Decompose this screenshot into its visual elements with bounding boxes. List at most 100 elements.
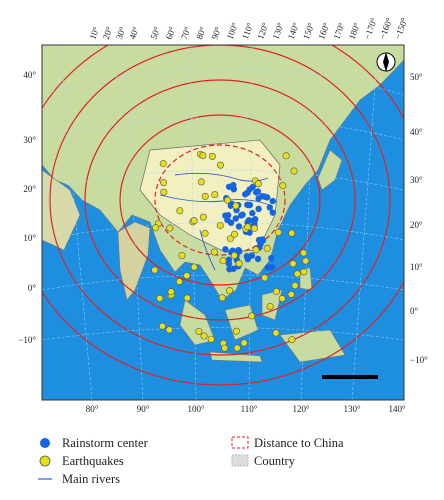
earthquake	[219, 257, 227, 265]
earthquake	[197, 178, 205, 186]
earthquake	[279, 182, 287, 190]
rainstorm-center	[264, 264, 272, 271]
earthquake	[288, 229, 296, 237]
top-tick-label: 110°	[240, 21, 255, 41]
legend-label: Distance to China	[254, 436, 344, 450]
rainstorm-center	[225, 260, 233, 267]
top-tick-label: 10°	[87, 25, 101, 41]
earthquake	[235, 259, 243, 267]
top-tick-label: 80°	[194, 25, 208, 41]
earthquake	[261, 274, 269, 282]
earthquake	[199, 152, 207, 160]
earthquake	[252, 246, 260, 254]
rainstorm-center	[254, 255, 262, 263]
earthquake	[160, 188, 168, 196]
rainstorm-center	[268, 254, 275, 262]
japan	[317, 149, 343, 191]
left-tick-label: 10°	[23, 233, 36, 243]
earthquake	[250, 224, 258, 232]
earthquake	[288, 336, 296, 344]
earthquake	[274, 228, 282, 236]
earthquake	[291, 282, 299, 290]
left-tick-label: 30°	[23, 135, 36, 145]
top-tick-label: 100°	[225, 21, 240, 41]
earthquake	[287, 290, 295, 298]
top-tick-label: 30°	[114, 25, 128, 41]
earthquake	[207, 335, 215, 343]
india	[117, 221, 151, 301]
top-tick-label: 20°	[101, 25, 115, 41]
arabia	[42, 169, 81, 251]
top-tick-label: 150°	[301, 21, 316, 41]
bottom-tick-label: 120°	[292, 404, 310, 414]
earthquake	[278, 295, 286, 303]
legend-label: Earthquakes	[62, 454, 124, 468]
legend-label: Rainstorm center	[62, 436, 149, 450]
legend-distance-marker	[231, 436, 249, 449]
top-tick-label: 90°	[209, 25, 223, 41]
rainstorm-center	[232, 215, 239, 222]
top-tick-label: 180°	[347, 21, 362, 41]
right-tick-label: −10°	[410, 355, 428, 365]
earthquake	[300, 268, 308, 276]
earthquake	[244, 223, 252, 231]
rainstorm-center	[269, 197, 276, 205]
earthquake	[190, 263, 198, 271]
earthquake	[282, 152, 290, 160]
rainstorm-center	[230, 181, 237, 189]
map-frame	[41, 44, 405, 401]
earthquake	[211, 191, 219, 199]
top-tick-label: 160°	[316, 21, 331, 41]
earthquake	[232, 327, 240, 335]
scale-bar	[322, 375, 378, 379]
earthquake	[159, 160, 167, 168]
earthquake	[183, 294, 191, 302]
bottom-tick-label: 130°	[343, 404, 361, 414]
earthquake	[200, 332, 208, 340]
rainstorm-center	[261, 193, 268, 200]
rainstorm-center	[266, 204, 274, 211]
earthquake	[266, 302, 274, 310]
earthquake	[263, 244, 271, 252]
earthquake	[224, 196, 232, 204]
earthquake	[218, 294, 226, 302]
earthquake	[208, 152, 216, 160]
earthquake	[176, 207, 184, 215]
bottom-tick-label: 140°	[388, 404, 406, 414]
rainstorm-center	[245, 201, 252, 209]
earthquake	[216, 221, 224, 229]
rainstorm-center	[237, 212, 245, 219]
right-tick-label: 20°	[410, 220, 423, 230]
earthquake	[226, 287, 234, 295]
earthquake	[290, 167, 298, 175]
earthquake	[166, 224, 174, 232]
tick-labels: 80° 90° 100° 110° 120° 130° 140°40°30°20°10°0°…	[18, 16, 428, 414]
rainstorm-center	[245, 217, 253, 224]
earthquake	[156, 294, 164, 302]
rainstorm-center	[235, 246, 242, 254]
map-body	[42, 45, 404, 400]
rainstorm-center	[246, 186, 253, 193]
earthquake	[160, 179, 168, 187]
rainstorm-center	[257, 241, 264, 248]
rainstorm-center	[259, 236, 266, 243]
rainstorm-center	[248, 252, 256, 259]
earthquake	[230, 251, 238, 259]
earthquake	[195, 328, 203, 336]
rainstorm-center	[235, 223, 243, 230]
observation-points	[151, 150, 310, 352]
top-tick-label: 170°	[331, 21, 346, 41]
earthquake	[216, 161, 224, 169]
rainstorm-center	[253, 189, 260, 196]
earthquake	[158, 322, 166, 330]
distance-rings	[42, 45, 404, 386]
top-tick-label: 40°	[127, 25, 141, 41]
top-tick-label: 130°	[270, 21, 285, 41]
right-tick-label: 50°	[410, 72, 423, 82]
legend-earthquake-marker	[39, 455, 51, 467]
earthquake	[201, 229, 209, 237]
earthquake	[175, 278, 183, 286]
islands	[179, 267, 346, 363]
bottom-tick-label: 100°	[187, 404, 205, 414]
